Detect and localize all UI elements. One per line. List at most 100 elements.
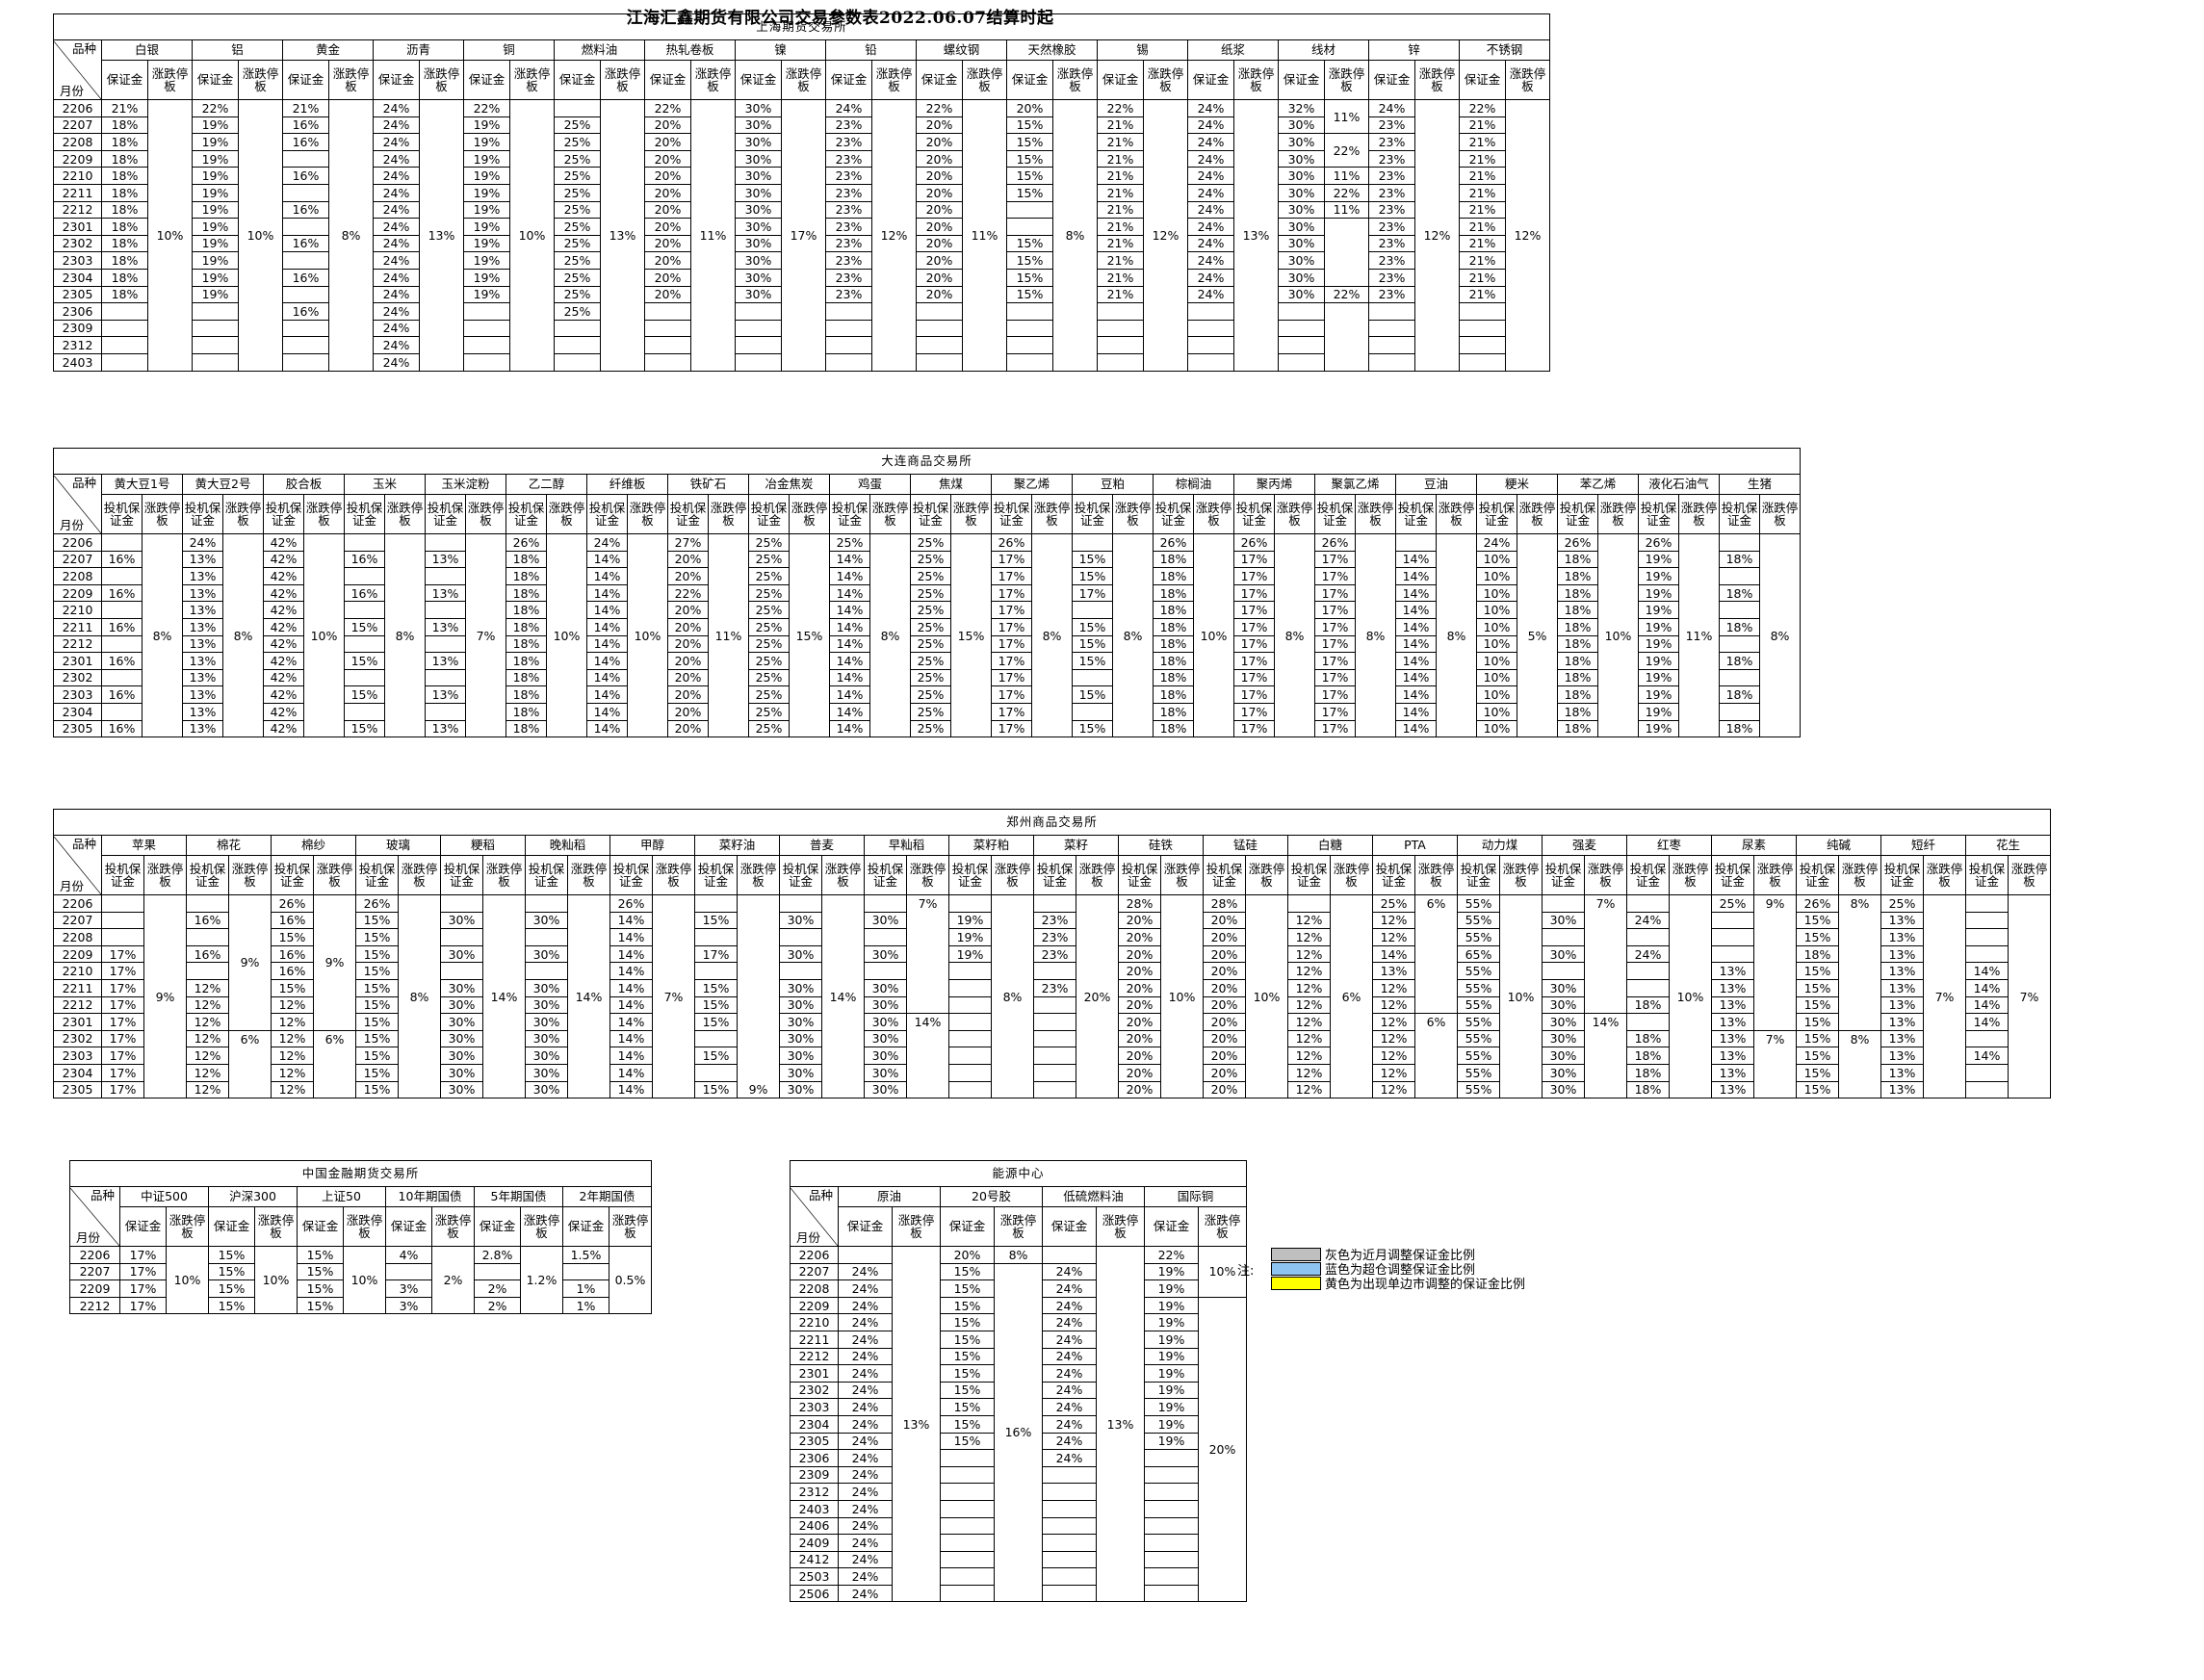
legend-item-label: 蓝色为超仓调整保证金比例 <box>1325 1263 1476 1278</box>
margin-cell: 15% <box>1796 1029 1839 1048</box>
margin-cell: 22% <box>1144 1246 1199 1264</box>
margin-cell: 30% <box>1542 1029 1585 1048</box>
margin-cell: 19% <box>1144 1296 1199 1315</box>
margin-cell: 13% <box>1880 1013 1924 1031</box>
limit-cell: 10% <box>254 1245 298 1315</box>
limit-column-header: 涨跌停板 <box>431 1206 475 1247</box>
limit-cell: 7% <box>1753 1029 1797 1099</box>
month-cell: 2211 <box>53 183 102 202</box>
margin-cell <box>525 962 568 980</box>
margin-cell: 15% <box>1796 911 1839 930</box>
margin-cell: 15% <box>355 1080 399 1099</box>
margin-cell: 18% <box>506 719 547 738</box>
margin-cell <box>101 911 144 930</box>
product-header: 液化石油气 <box>1638 474 1720 495</box>
margin-column-header: 投机保证金 <box>1638 494 1679 534</box>
margin-cell: 14% <box>829 634 870 654</box>
month-cell: 2206 <box>53 894 102 913</box>
margin-cell: 12% <box>186 978 229 997</box>
product-header: 上证50 <box>297 1186 386 1207</box>
exchange-title: 上海期货交易所 <box>53 13 1550 40</box>
margin-cell <box>1144 1465 1199 1485</box>
margin-cell: 23% <box>1033 928 1076 946</box>
margin-cell: 30% <box>440 1029 483 1048</box>
margin-cell <box>282 183 329 202</box>
margin-cell: 17% <box>101 944 144 964</box>
margin-cell <box>1719 634 1760 654</box>
margin-cell: 14% <box>829 601 870 619</box>
margin-cell: 23% <box>825 133 872 151</box>
margin-cell: 18% <box>101 285 148 304</box>
margin-cell: 14% <box>586 567 628 585</box>
limit-column-header: 涨跌停板 <box>1198 1206 1247 1247</box>
margin-cell: 26% <box>1557 533 1598 552</box>
margin-cell: 30% <box>1278 251 1325 270</box>
margin-cell <box>101 928 144 946</box>
limit-cell: 12% <box>1505 99 1550 372</box>
margin-cell: 2% <box>474 1296 521 1315</box>
exchange-table-shfe: 上海期货交易所 品种 月份 白银铝黄金 沥青铜燃料油 热轧卷板镍铅螺纹钢 天然橡胶锡纸浆 线材… <box>53 13 1550 372</box>
margin-cell <box>825 319 872 338</box>
margin-cell: 12% <box>1372 978 1415 997</box>
margin-cell: 24% <box>838 1381 893 1400</box>
margin-cell: 42% <box>263 719 304 738</box>
margin-cell: 24% <box>373 99 420 117</box>
margin-cell: 24% <box>1042 1432 1097 1451</box>
margin-cell: 24% <box>373 218 420 236</box>
margin-cell: 20% <box>644 167 691 185</box>
margin-cell <box>425 601 466 619</box>
margin-cell <box>385 1262 432 1281</box>
margin-cell: 25% <box>1372 894 1415 913</box>
limit-column-header: 涨跌停板 <box>1324 60 1369 100</box>
margin-cell: 15% <box>1796 1013 1839 1031</box>
margin-cell: 15% <box>1072 634 1113 654</box>
legend-items: 灰色为近月调整保证金比例 蓝色为超仓调整保证金比例 黄色为出现单边市调整的保证金比例 <box>1271 1247 1525 1292</box>
margin-cell: 21% <box>1459 167 1506 185</box>
limit-column-header: 涨跌停板 <box>789 494 830 534</box>
month-cell: 2212 <box>53 995 102 1015</box>
margin-cell: 13% <box>1711 962 1754 980</box>
margin-cell: 30% <box>525 978 568 997</box>
margin-cell: 20% <box>916 200 963 220</box>
legend-color-swatch <box>1271 1276 1321 1290</box>
limit-column-header: 涨跌停板 <box>781 60 826 100</box>
margin-cell: 14% <box>609 962 653 980</box>
month-cell: 2209 <box>69 1279 120 1298</box>
margin-cell <box>1278 319 1325 338</box>
margin-column-header: 保证金 <box>838 1206 893 1247</box>
margin-cell <box>1626 1013 1670 1031</box>
margin-cell: 20% <box>916 218 963 236</box>
limit-cell: 7% <box>906 893 949 1015</box>
margin-cell: 18% <box>1153 685 1194 704</box>
margin-cell <box>940 1567 995 1586</box>
margin-column-header: 投机保证金 <box>1796 855 1839 895</box>
margin-cell: 19% <box>192 183 239 202</box>
margin-cell: 18% <box>1719 685 1760 704</box>
margin-cell <box>101 567 143 585</box>
margin-cell: 12% <box>1287 1029 1331 1048</box>
margin-cell <box>1965 1029 2009 1048</box>
margin-cell: 21% <box>1459 133 1506 151</box>
margin-cell: 17% <box>119 1246 167 1264</box>
margin-cell: 14% <box>586 685 628 704</box>
margin-cell: 21% <box>1097 268 1144 287</box>
margin-cell: 19% <box>192 234 239 253</box>
limit-cell: 20% <box>1076 893 1119 1099</box>
margin-cell: 15% <box>271 928 314 946</box>
month-cell: 2303 <box>53 685 102 704</box>
limit-column-header: 涨跌停板 <box>1597 494 1639 534</box>
margin-cell: 17% <box>991 583 1032 603</box>
margin-cell: 17% <box>1314 652 1356 670</box>
margin-cell: 25% <box>910 550 951 569</box>
margin-cell: 15% <box>355 1063 399 1082</box>
margin-cell: 30% <box>440 911 483 930</box>
margin-column-header: 保证金 <box>1459 60 1506 100</box>
margin-cell: 12% <box>1287 1063 1331 1082</box>
month-cell: 2207 <box>53 116 102 135</box>
margin-cell: 30% <box>1542 995 1585 1015</box>
margin-cell: 42% <box>263 583 304 603</box>
product-header: 苯乙烯 <box>1557 474 1639 495</box>
margin-cell <box>1278 302 1325 321</box>
margin-cell <box>344 567 385 585</box>
limit-column-header: 涨跌停板 <box>609 1206 652 1247</box>
